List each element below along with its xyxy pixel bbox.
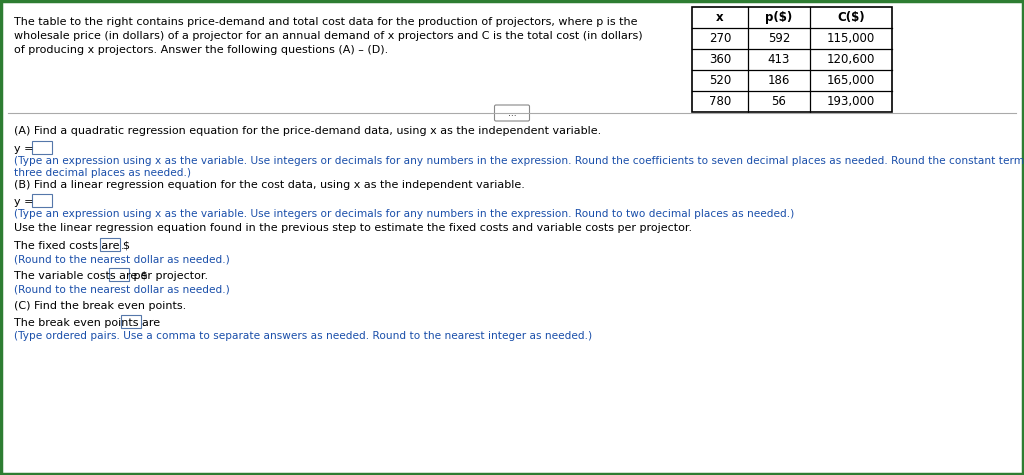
Text: The break even points are: The break even points are (14, 318, 160, 328)
Text: 360: 360 (709, 53, 731, 66)
Text: 592: 592 (768, 32, 791, 45)
Text: The table to the right contains price-demand and total cost data for the product: The table to the right contains price-de… (14, 17, 638, 27)
Text: y =: y = (14, 144, 34, 154)
Text: of producing x projectors. Answer the following questions (A) – (D).: of producing x projectors. Answer the fo… (14, 45, 388, 55)
Text: 165,000: 165,000 (826, 74, 876, 87)
Text: 115,000: 115,000 (826, 32, 876, 45)
Text: .: . (121, 241, 125, 251)
Text: (Round to the nearest dollar as needed.): (Round to the nearest dollar as needed.) (14, 254, 229, 264)
Text: ...: ... (508, 108, 516, 117)
Text: (C) Find the break even points.: (C) Find the break even points. (14, 301, 186, 311)
Bar (109, 268, 129, 281)
Text: (Round to the nearest dollar as needed.): (Round to the nearest dollar as needed.) (14, 284, 229, 294)
Text: 120,600: 120,600 (826, 53, 876, 66)
Bar (100, 238, 120, 251)
Bar (121, 315, 141, 328)
Text: (Type an expression using x as the variable. Use integers or decimals for any nu: (Type an expression using x as the varia… (14, 156, 1024, 166)
Text: .: . (142, 318, 145, 328)
Text: 186: 186 (768, 74, 791, 87)
Text: p($): p($) (765, 11, 793, 24)
Bar (32, 194, 52, 207)
Text: 56: 56 (771, 95, 786, 108)
Bar (692, 7, 892, 112)
Text: 780: 780 (709, 95, 731, 108)
FancyBboxPatch shape (495, 105, 529, 121)
Text: Use the linear regression equation found in the previous step to estimate the fi: Use the linear regression equation found… (14, 223, 692, 233)
Text: (B) Find a linear regression equation for the cost data, using x as the independ: (B) Find a linear regression equation fo… (14, 180, 525, 190)
Text: per projector.: per projector. (130, 271, 208, 281)
Text: 270: 270 (709, 32, 731, 45)
Text: three decimal places as needed.): three decimal places as needed.) (14, 168, 191, 178)
Text: (Type an expression using x as the variable. Use integers or decimals for any nu: (Type an expression using x as the varia… (14, 209, 795, 219)
Text: (Type ordered pairs. Use a comma to separate answers as needed. Round to the nea: (Type ordered pairs. Use a comma to sepa… (14, 331, 592, 341)
Text: The fixed costs are $: The fixed costs are $ (14, 241, 130, 251)
Text: 520: 520 (709, 74, 731, 87)
Bar (32, 141, 52, 154)
Text: The variable costs are $: The variable costs are $ (14, 271, 147, 281)
Text: y =: y = (14, 197, 34, 207)
Text: C($): C($) (838, 11, 865, 24)
Text: 413: 413 (768, 53, 791, 66)
Text: (A) Find a quadratic regression equation for the price-demand data, using x as t: (A) Find a quadratic regression equation… (14, 126, 601, 136)
Text: wholesale price (in dollars) of a projector for an annual demand of x projectors: wholesale price (in dollars) of a projec… (14, 31, 643, 41)
Text: 193,000: 193,000 (826, 95, 876, 108)
Text: x: x (716, 11, 724, 24)
